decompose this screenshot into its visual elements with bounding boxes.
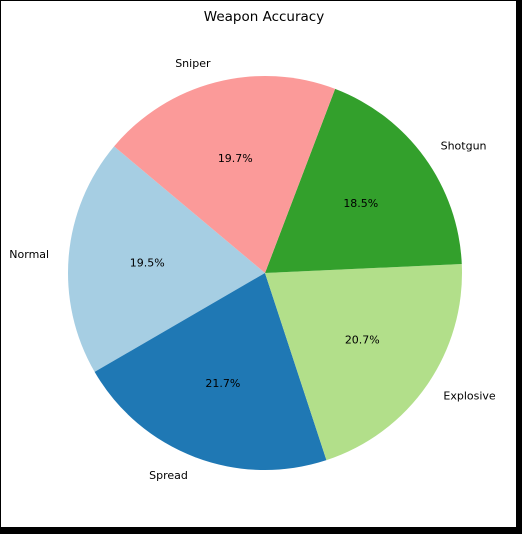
slice-percent-spread: 21.7% — [205, 377, 240, 390]
pie-slice-spread — [94, 273, 327, 470]
slice-percent-explosive: 20.7% — [345, 334, 380, 347]
slice-label-normal: Normal — [9, 248, 49, 261]
pie-slice-sniper — [114, 76, 336, 273]
pie-slice-shotgun — [265, 88, 462, 274]
pie-slice-normal — [68, 146, 266, 372]
slice-percent-normal: 19.5% — [130, 256, 165, 269]
pie-slice-explosive — [265, 264, 462, 461]
slice-percent-shotgun: 18.5% — [343, 197, 378, 210]
pie-labels: Normal 19.5% Spread 21.7% Explosive 20.7% Shot… — [9, 57, 496, 482]
slice-label-explosive: Explosive — [443, 390, 496, 403]
slice-label-spread: Spread — [149, 469, 188, 482]
slice-label-sniper: Sniper — [175, 57, 211, 70]
slice-percent-sniper: 19.7% — [218, 152, 253, 165]
pie-slices — [68, 76, 462, 470]
chart-title: Weapon Accuracy — [204, 9, 324, 25]
slice-label-shotgun: Shotgun — [441, 140, 487, 153]
